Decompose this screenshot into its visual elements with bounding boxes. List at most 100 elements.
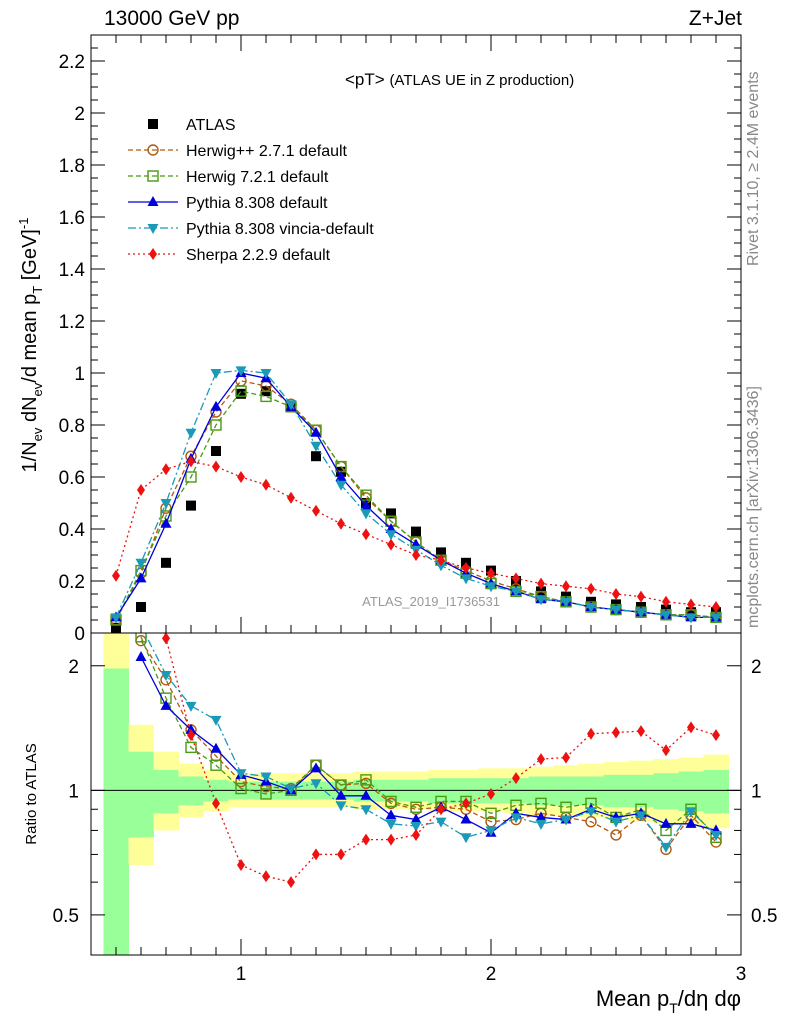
ratio-data-point <box>237 859 245 872</box>
ratio-data-point <box>335 789 347 800</box>
data-point <box>535 595 547 606</box>
data-point <box>135 572 147 583</box>
data-point <box>260 369 272 379</box>
data-point <box>162 463 170 476</box>
ratio-data-point <box>410 801 422 813</box>
legend-marker <box>147 144 159 156</box>
energy-process-label: 13000 GeV pp <box>104 7 240 30</box>
data-point <box>437 554 445 567</box>
legend-marker <box>147 224 159 234</box>
legend-entry: Herwig 7.2.1 default <box>128 169 329 186</box>
ratio-y-tick-label: 1 <box>751 781 762 802</box>
data-point <box>386 508 396 519</box>
main-y-tick-label: 0.4 <box>59 520 86 541</box>
legend-entry: Sherpa 2.2.9 default <box>128 247 331 264</box>
uncertainty-bands <box>103 633 729 955</box>
x-tick-label: 1 <box>236 964 247 985</box>
data-point <box>260 390 272 403</box>
data-point <box>212 460 220 473</box>
ratio-data-point <box>437 803 445 816</box>
data-point <box>712 601 720 613</box>
data-point <box>662 595 670 608</box>
data-point <box>335 471 347 481</box>
ratio-series-herwig-2-7-1-default <box>135 634 722 856</box>
legend-marker <box>147 170 159 182</box>
ratio-data-point <box>185 741 197 754</box>
data-point <box>487 567 495 580</box>
ratio-data-point <box>410 821 422 832</box>
ratio-data-point <box>710 830 722 841</box>
ratio-data-point <box>360 789 372 800</box>
data-point <box>485 582 497 593</box>
main-y-tick-label: 0.6 <box>59 468 85 489</box>
data-point <box>185 428 197 439</box>
ratio-y-axis-label: Ratio to ATLAS <box>23 743 40 844</box>
main-series-layer <box>110 366 722 633</box>
x-tick-label: 3 <box>736 964 747 985</box>
main-series-herwig-2-7-1-default <box>110 375 722 626</box>
data-point <box>236 388 246 399</box>
ratio-data-point <box>535 797 547 810</box>
ratio-data-point <box>485 807 497 820</box>
ratio-data-point <box>212 797 220 810</box>
main-y-tick-label: 0 <box>74 624 85 645</box>
ratio-data-point <box>210 742 222 753</box>
data-point <box>110 613 122 624</box>
series-line <box>115 380 717 621</box>
ratio-data-point <box>312 848 320 861</box>
green-band-segment <box>153 769 179 814</box>
data-point <box>160 517 172 528</box>
data-point <box>111 622 121 633</box>
data-point <box>185 471 197 483</box>
ratio-data-point <box>160 670 172 681</box>
ratio-data-point <box>385 819 397 830</box>
final-state-label: Z+Jet <box>688 7 742 30</box>
green-band-segment <box>628 774 654 808</box>
legend-label: Pythia 8.308 vincia-default <box>186 221 374 238</box>
ratio-data-point <box>462 797 470 810</box>
data-point <box>235 385 247 397</box>
ratio-data-point <box>337 848 345 861</box>
data-point <box>612 588 620 600</box>
data-point <box>512 572 520 585</box>
ratio-data-point <box>235 769 247 780</box>
ratio-y-tick-label: 2 <box>68 657 79 678</box>
ratio-data-point <box>135 650 147 661</box>
ratio-x-axis: 1 2 3 <box>90 939 747 985</box>
data-point <box>136 602 146 612</box>
ratio-data-point <box>535 819 547 830</box>
data-point <box>411 526 421 537</box>
data-point <box>310 441 322 452</box>
data-point <box>385 530 397 541</box>
ratio-data-point <box>162 633 170 645</box>
ratio-data-point <box>285 784 297 795</box>
main-y-tick-label: 0.8 <box>59 416 85 437</box>
ratio-data-point <box>310 762 322 773</box>
main-series-sherpa-2-2-9-default <box>112 455 720 613</box>
data-point <box>335 480 347 491</box>
ratio-data-point <box>635 811 647 822</box>
ratio-data-point <box>612 726 620 739</box>
data-point <box>610 605 622 616</box>
ratio-data-point <box>637 725 645 738</box>
legend-entry: ATLAS <box>148 117 236 134</box>
main-y-tick-label: 1.2 <box>59 312 85 333</box>
data-point <box>537 577 545 590</box>
ratio-data-point <box>560 801 572 813</box>
data-point <box>685 613 697 624</box>
data-point <box>312 504 320 517</box>
data-point <box>211 446 221 456</box>
ratio-data-point <box>260 788 272 800</box>
data-point <box>562 580 570 593</box>
ratio-data-point <box>185 723 197 734</box>
data-point <box>160 499 172 509</box>
ratio-series-pythia-8-308-vincia-default <box>143 633 722 853</box>
data-point <box>460 574 472 585</box>
data-point <box>210 419 222 431</box>
ratio-data-point <box>510 813 522 824</box>
ratio-data-point <box>585 807 597 818</box>
data-point <box>285 400 297 411</box>
ratio-data-point <box>260 772 272 783</box>
ratio-data-point <box>685 807 697 818</box>
